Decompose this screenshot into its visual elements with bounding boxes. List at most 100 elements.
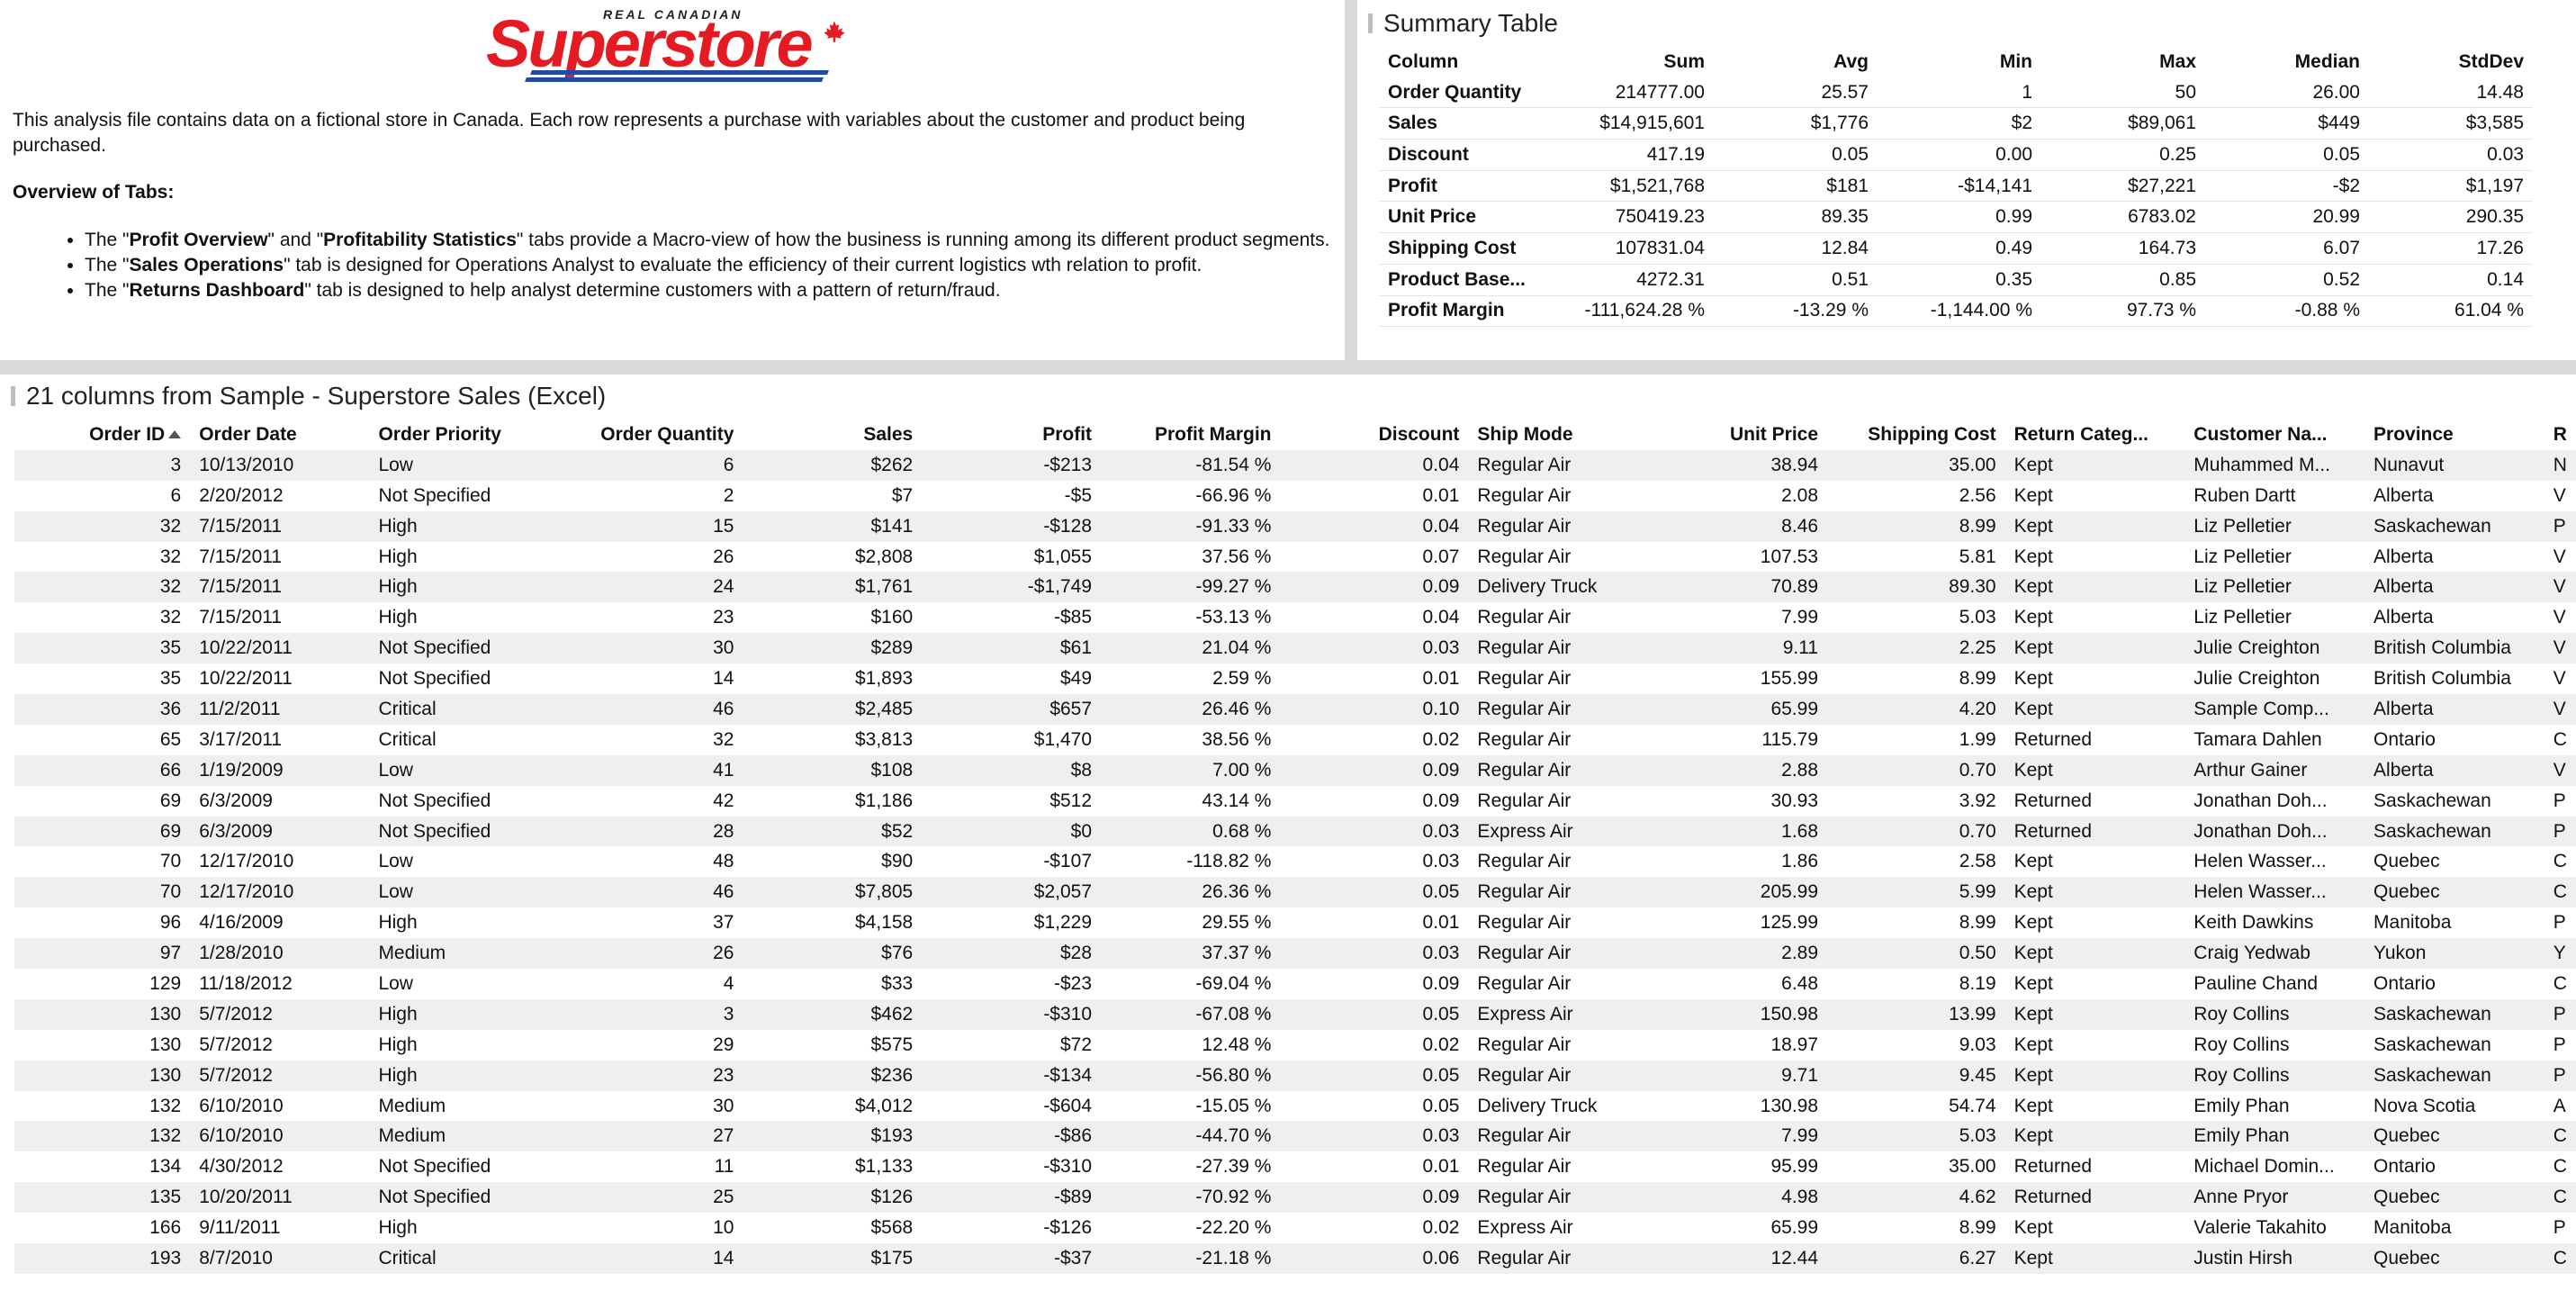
column-header[interactable]: Column [1388, 50, 1459, 72]
table-cell: $61 [922, 633, 1102, 664]
table-cell: -13.29 % [1714, 295, 1878, 328]
column-header[interactable]: Sales [743, 420, 922, 450]
drag-handle[interactable] [1368, 14, 1373, 33]
column-header[interactable]: Profit [922, 420, 1101, 450]
table-cell: 0.09 [1280, 572, 1469, 603]
table-cell: 0.05 [1280, 877, 1469, 908]
table-cell: C [2553, 851, 2567, 872]
table-row[interactable]: 32 7/15/2011 High 26 $2,808 $1,055 37.56 % 0.07… [14, 542, 2576, 573]
column-header[interactable]: Discount [1280, 420, 1468, 450]
table-row[interactable]: 132 6/10/2010 Medium 30 $4,012 -$604 -15.05 % 0… [14, 1091, 2576, 1122]
table-cell: $1,197 [2369, 170, 2533, 203]
table-row[interactable]: 35 10/22/2011 Not Specified 14 $1,893 $49 2.59… [14, 664, 2576, 694]
table-cell: $1,055 [1033, 546, 1093, 567]
table-cell: 6.07 [2205, 232, 2369, 265]
column-header[interactable]: Order Priority [369, 420, 557, 450]
table-row[interactable]: 32 7/15/2011 High 15 $141 -$128 -91.33 % 0.04 Re… [14, 510, 2576, 542]
table-row[interactable]: 97 1/28/2010 Medium 26 $76 $28 37.37 % 0.03 Regu… [14, 938, 2576, 970]
column-header[interactable]: Avg [1833, 50, 1869, 72]
table-cell: Nunavut [2364, 449, 2544, 481]
column-header[interactable]: Ship Mode [1468, 420, 1689, 450]
table-row: Product Base... 4272.31 0.51 0.35 0.85 0.52 0.… [1379, 264, 2533, 296]
column-header[interactable]: Profit Margin [1101, 420, 1280, 450]
list-item: The "Profit Overview" and "Profitability… [85, 228, 1345, 253]
column-header[interactable]: Unit Price [1689, 420, 1827, 450]
table-cell: 0.06 [1280, 1243, 1469, 1274]
table-cell: 130.98 [1760, 1095, 1819, 1116]
table-row[interactable]: 69 6/3/2009 Not Specified 28 $52 $0 0.68 % 0.03… [14, 816, 2576, 847]
table-cell: 10/22/2011 [199, 668, 293, 690]
table-cell: 214777.00 [1537, 77, 1714, 109]
table-cell: 61.04 % [2369, 295, 2533, 328]
table-cell: 26.00 [2205, 77, 2369, 109]
table-cell: -44.70 % [1101, 1121, 1281, 1152]
table-cell: Helen Wasser... [2184, 877, 2365, 908]
table-cell: 11/18/2012 [199, 972, 293, 994]
table-cell: $193 [743, 1121, 923, 1152]
table-cell: Regular Air [1468, 633, 1689, 664]
column-header-label: Order Date [199, 423, 297, 445]
table-cell: Not Specified [378, 484, 491, 506]
table-cell: $2,808 [854, 546, 914, 567]
table-cell: 5.99 [1827, 877, 2005, 908]
column-header-label: R [2553, 423, 2567, 445]
table-row[interactable]: 69 6/3/2009 Not Specified 42 $1,186 $512 43.14… [14, 786, 2576, 817]
column-header[interactable]: Max [2159, 50, 2196, 72]
table-row[interactable]: 32 7/15/2011 High 23 $160 -$85 -53.13 % 0.04 Reg… [14, 602, 2576, 633]
column-header[interactable]: R [2544, 420, 2576, 450]
table-cell: $7 [891, 484, 914, 506]
column-header[interactable]: Order ID [14, 420, 190, 450]
column-header[interactable]: StdDev [2458, 50, 2524, 72]
table-cell: 5/7/2012 [199, 1034, 273, 1055]
table-cell: Medium [369, 938, 558, 970]
table-cell: 1.99 [1959, 728, 1996, 750]
table-row[interactable]: 96 4/16/2009 High 37 $4,158 $1,229 29.55 % 0.01… [14, 907, 2576, 938]
table-row[interactable]: 6 2/20/2012 Not Specified 2 $7 -$5 -66.96 % 0.0… [14, 481, 2576, 511]
table-cell: 0.05 [1714, 139, 1878, 171]
column-header[interactable]: Median [2294, 50, 2360, 72]
table-cell: -56.80 % [1101, 1060, 1281, 1091]
column-header-label: Profit Margin [1154, 423, 1272, 445]
table-row[interactable]: 35 10/22/2011 Not Specified 30 $289 $61 21.04 … [14, 633, 2576, 664]
table-cell: Critical [378, 728, 437, 750]
table-row[interactable]: 32 7/15/2011 High 24 $1,761 -$1,749 -99.27 % 0.… [14, 572, 2576, 603]
table-cell: $14,915,601 [1537, 107, 1714, 140]
table-cell: 0.85 [2041, 264, 2205, 296]
table-row[interactable]: 132 6/10/2010 Medium 27 $193 -$86 -44.70 % 0.03… [14, 1121, 2576, 1152]
column-header[interactable]: Order Quantity [558, 420, 743, 450]
table-cell: 115.79 [1761, 728, 1819, 750]
sort-ascending-icon[interactable] [168, 429, 182, 438]
column-header[interactable]: Order Date [190, 420, 369, 450]
table-row[interactable]: 129 11/18/2012 Low 4 $33 -$23 -69.04 % 0.09 Regu… [14, 969, 2576, 999]
table-row[interactable]: 135 10/20/2011 Not Specified 25 $126 -$89 -70.… [14, 1182, 2576, 1214]
table-row[interactable]: 3 10/13/2010 Low 6 $262 -$213 -81.54 % 0.04 Regu… [14, 449, 2576, 481]
table-cell: 2.89 [1689, 938, 1828, 970]
column-header[interactable]: Customer Na... [2184, 420, 2364, 450]
table-row[interactable]: 66 1/19/2009 Low 41 $108 $8 7.00 % 0.09 Regular … [14, 754, 2576, 786]
table-cell: 6/3/2009 [190, 816, 370, 847]
table-row[interactable]: 130 5/7/2012 High 29 $575 $72 12.48 % 0.02 Regul… [14, 1030, 2576, 1061]
column-header[interactable]: Return Categ... [2005, 420, 2185, 450]
table-row[interactable]: 193 8/7/2010 Critical 14 $175 -$37 -21.18 % 0.0… [14, 1243, 2576, 1274]
table-cell: High [369, 998, 558, 1030]
column-header[interactable]: Sum [1663, 50, 1705, 72]
column-header-label: Unit Price [1729, 423, 1819, 445]
table-cell: 14 [557, 1243, 743, 1274]
table-row[interactable]: 70 12/17/2010 Low 46 $7,805 $2,057 26.36 % 0.05… [14, 877, 2576, 908]
table-row[interactable]: 65 3/17/2011 Critical 32 $3,813 $1,470 38.56 %… [14, 725, 2576, 755]
column-header[interactable]: Shipping Cost [1827, 420, 2005, 450]
table-cell: Keith Dawkins [2193, 912, 2314, 934]
table-row[interactable]: 36 11/2/2011 Critical 46 $2,485 $657 26.46 % 0.… [14, 694, 2576, 725]
table-row[interactable]: 130 5/7/2012 High 3 $462 -$310 -67.08 % 0.05 Exp… [14, 998, 2576, 1030]
table-cell: 0.05 [1280, 1060, 1469, 1091]
drag-handle[interactable] [11, 386, 15, 406]
table-row[interactable]: 70 12/17/2010 Low 48 $90 -$107 -118.82 % 0.03 Re… [14, 846, 2576, 877]
column-header[interactable]: Province [2364, 420, 2544, 450]
column-header[interactable]: Min [1999, 50, 2032, 72]
table-row[interactable]: 130 5/7/2012 High 23 $236 -$134 -56.80 % 0.05 Re… [14, 1060, 2576, 1091]
table-cell: -66.96 % [1195, 484, 1272, 506]
table-cell: Quebec [2364, 1182, 2544, 1214]
table-row[interactable]: 134 4/30/2012 Not Specified 11 $1,133 -$310 -2… [14, 1151, 2576, 1182]
table-cell: Kept [2004, 938, 2185, 970]
table-row[interactable]: 166 9/11/2011 High 10 $568 -$126 -22.20 % 0.02 E… [14, 1213, 2576, 1243]
